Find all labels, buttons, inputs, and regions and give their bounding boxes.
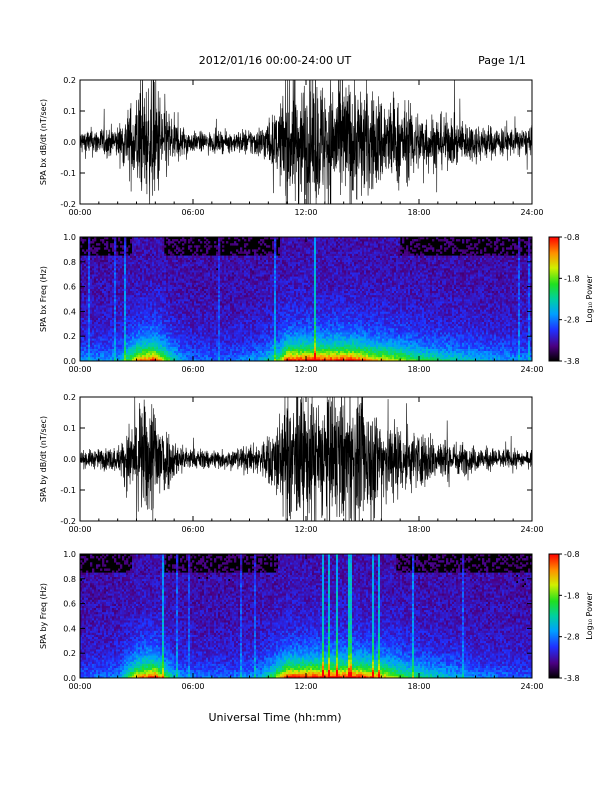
y-tick-label-2-4: 0.2 xyxy=(63,393,76,402)
colorbar-tick-label-1-2: -2.8 xyxy=(564,316,580,325)
y-tick-label-1-5: 1.0 xyxy=(63,233,76,242)
y-tick-label-2-1: -0.1 xyxy=(60,486,76,495)
x-tick-label-1-0: 00:00 xyxy=(68,365,91,374)
colorbar-label-1: Log₁₀ Power xyxy=(585,275,594,323)
x-tick-label-3-4: 24:00 xyxy=(520,682,543,691)
x-tick-label-2-0: 00:00 xyxy=(68,525,91,534)
colorbar-label-3: Log₁₀ Power xyxy=(585,592,594,640)
x-tick-label-0-3: 18:00 xyxy=(407,208,430,217)
y-tick-label-2-3: 0.1 xyxy=(63,424,76,433)
y-tick-label-0-0: -0.2 xyxy=(60,200,76,209)
y-tick-label-1-4: 0.8 xyxy=(63,258,76,267)
x-tick-label-2-1: 06:00 xyxy=(181,525,204,534)
x-axis-title: Universal Time (hh:mm) xyxy=(209,711,342,724)
colorbar-tick-label-3-0: -0.8 xyxy=(564,550,580,559)
y-tick-label-0-4: 0.2 xyxy=(63,76,76,85)
y-tick-label-3-1: 0.2 xyxy=(63,649,76,658)
x-tick-label-3-3: 18:00 xyxy=(407,682,430,691)
x-tick-label-0-2: 12:00 xyxy=(294,208,317,217)
colorbar-tick-label-3-1: -1.8 xyxy=(564,591,580,600)
colorbar-tick-label-1-0: -0.8 xyxy=(564,233,580,242)
y-tick-label-1-3: 0.6 xyxy=(63,283,76,292)
y-tick-label-0-3: 0.1 xyxy=(63,107,76,116)
colorbar-tick-label-3-3: -3.8 xyxy=(564,674,580,683)
x-tick-label-1-4: 24:00 xyxy=(520,365,543,374)
y-tick-label-0-2: 0.0 xyxy=(63,138,76,147)
y-tick-label-2-0: -0.2 xyxy=(60,517,76,526)
trace-line-0 xyxy=(80,80,532,204)
colorbar-tick-label-3-2: -2.8 xyxy=(564,633,580,642)
x-tick-label-1-1: 06:00 xyxy=(181,365,204,374)
x-tick-label-0-4: 24:00 xyxy=(520,208,543,217)
y-axis-label-2: SPA by dB/dt (nT/sec) xyxy=(39,416,48,502)
x-tick-label-1-3: 18:00 xyxy=(407,365,430,374)
x-tick-label-3-2: 12:00 xyxy=(294,682,317,691)
y-tick-label-2-2: 0.0 xyxy=(63,455,76,464)
x-tick-label-2-2: 12:00 xyxy=(294,525,317,534)
y-tick-label-3-4: 0.8 xyxy=(63,575,76,584)
x-tick-label-0-1: 06:00 xyxy=(181,208,204,217)
x-tick-label-2-4: 24:00 xyxy=(520,525,543,534)
page-indicator: Page 1/1 xyxy=(478,54,526,67)
x-tick-label-0-0: 00:00 xyxy=(68,208,91,217)
trace-line-2 xyxy=(80,397,532,521)
y-tick-label-3-2: 0.4 xyxy=(63,624,76,633)
x-tick-label-1-2: 12:00 xyxy=(294,365,317,374)
y-tick-label-1-0: 0.0 xyxy=(63,357,76,366)
colorbar-tick-label-1-1: -1.8 xyxy=(564,274,580,283)
figure-title: 2012/01/16 00:00-24:00 UT xyxy=(199,54,352,67)
y-tick-label-3-3: 0.6 xyxy=(63,600,76,609)
y-tick-label-3-5: 1.0 xyxy=(63,550,76,559)
colorbar-1 xyxy=(548,236,560,362)
x-tick-label-3-1: 06:00 xyxy=(181,682,204,691)
panels: 00:00 06:00 12:00 18:00 24:00 -0.2 -0.1 0.0 0.1 0… xyxy=(39,76,594,691)
spectrogram-1 xyxy=(80,237,533,362)
y-axis-label-1: SPA bx Freq (Hz) xyxy=(39,266,48,332)
y-tick-label-1-1: 0.2 xyxy=(63,332,76,341)
y-tick-label-3-0: 0.0 xyxy=(63,674,76,683)
y-axis-label-0: SPA bx dB/dt (nT/sec) xyxy=(39,99,48,185)
y-axis-label-3: SPA by Freq (Hz) xyxy=(39,583,48,649)
y-tick-label-1-2: 0.4 xyxy=(63,307,76,316)
spectrogram-3 xyxy=(80,554,533,679)
x-tick-label-3-0: 00:00 xyxy=(68,682,91,691)
colorbar-3 xyxy=(548,553,560,679)
x-tick-label-2-3: 18:00 xyxy=(407,525,430,534)
colorbar-tick-label-1-3: -3.8 xyxy=(564,357,580,366)
y-tick-label-0-1: -0.1 xyxy=(60,169,76,178)
